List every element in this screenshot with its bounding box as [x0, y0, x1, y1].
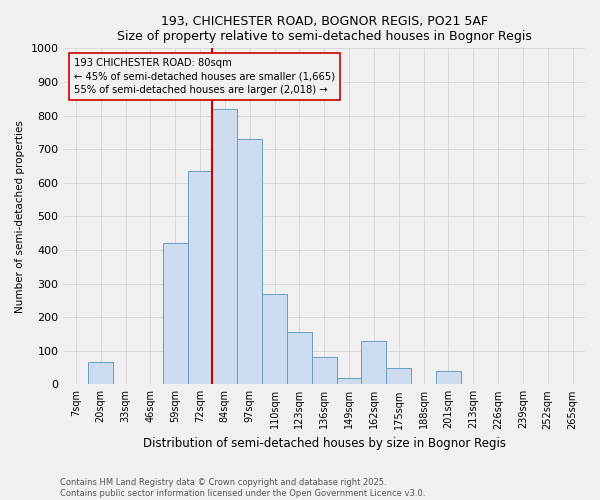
Bar	[287, 332, 312, 384]
Bar	[212, 109, 237, 384]
Bar	[188, 171, 212, 384]
Bar	[436, 371, 461, 384]
Bar	[163, 243, 188, 384]
Title: 193, CHICHESTER ROAD, BOGNOR REGIS, PO21 5AF
Size of property relative to semi-d: 193, CHICHESTER ROAD, BOGNOR REGIS, PO21…	[117, 15, 532, 43]
Bar	[386, 368, 411, 384]
Bar	[88, 362, 113, 384]
Text: 193 CHICHESTER ROAD: 80sqm
← 45% of semi-detached houses are smaller (1,665)
55%: 193 CHICHESTER ROAD: 80sqm ← 45% of semi…	[74, 58, 335, 95]
Bar	[337, 378, 361, 384]
Bar	[237, 139, 262, 384]
Bar	[262, 294, 287, 384]
Y-axis label: Number of semi-detached properties: Number of semi-detached properties	[15, 120, 25, 313]
Bar	[312, 358, 337, 384]
X-axis label: Distribution of semi-detached houses by size in Bognor Regis: Distribution of semi-detached houses by …	[143, 437, 506, 450]
Text: Contains HM Land Registry data © Crown copyright and database right 2025.
Contai: Contains HM Land Registry data © Crown c…	[60, 478, 425, 498]
Bar	[361, 340, 386, 384]
